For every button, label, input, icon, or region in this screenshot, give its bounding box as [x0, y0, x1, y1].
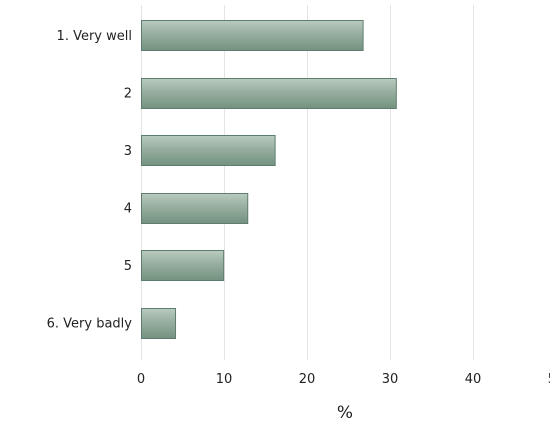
- x-tick-label-10: 10: [216, 372, 233, 387]
- x-tick-label-30: 30: [382, 372, 399, 387]
- category-label-2: 2: [124, 87, 132, 102]
- category-label-1: 1. Very well: [57, 29, 132, 44]
- bar-5: [141, 250, 225, 281]
- category-label-5: 5: [124, 259, 132, 274]
- category-label-4: 4: [124, 202, 132, 217]
- bar-1: [141, 20, 364, 51]
- x-tick-label-50: 50: [548, 372, 550, 387]
- x-tick-labels: 0 10 20 30 40 50: [137, 372, 550, 387]
- category-labels: 1. Very well 2 3 4 5 6. Very badly: [47, 29, 133, 332]
- x-tick-label-40: 40: [465, 372, 482, 387]
- x-axis-title: %: [337, 403, 353, 423]
- category-label-3: 3: [124, 144, 132, 159]
- category-label-6: 6. Very badly: [47, 317, 133, 332]
- bar-3: [141, 135, 276, 166]
- bar-4: [141, 193, 249, 224]
- x-tick-label-0: 0: [137, 372, 145, 387]
- bar-6: [141, 308, 177, 339]
- gridlines: [141, 5, 474, 360]
- bar-2: [141, 78, 397, 109]
- x-tick-label-20: 20: [299, 372, 316, 387]
- bars: [141, 20, 397, 339]
